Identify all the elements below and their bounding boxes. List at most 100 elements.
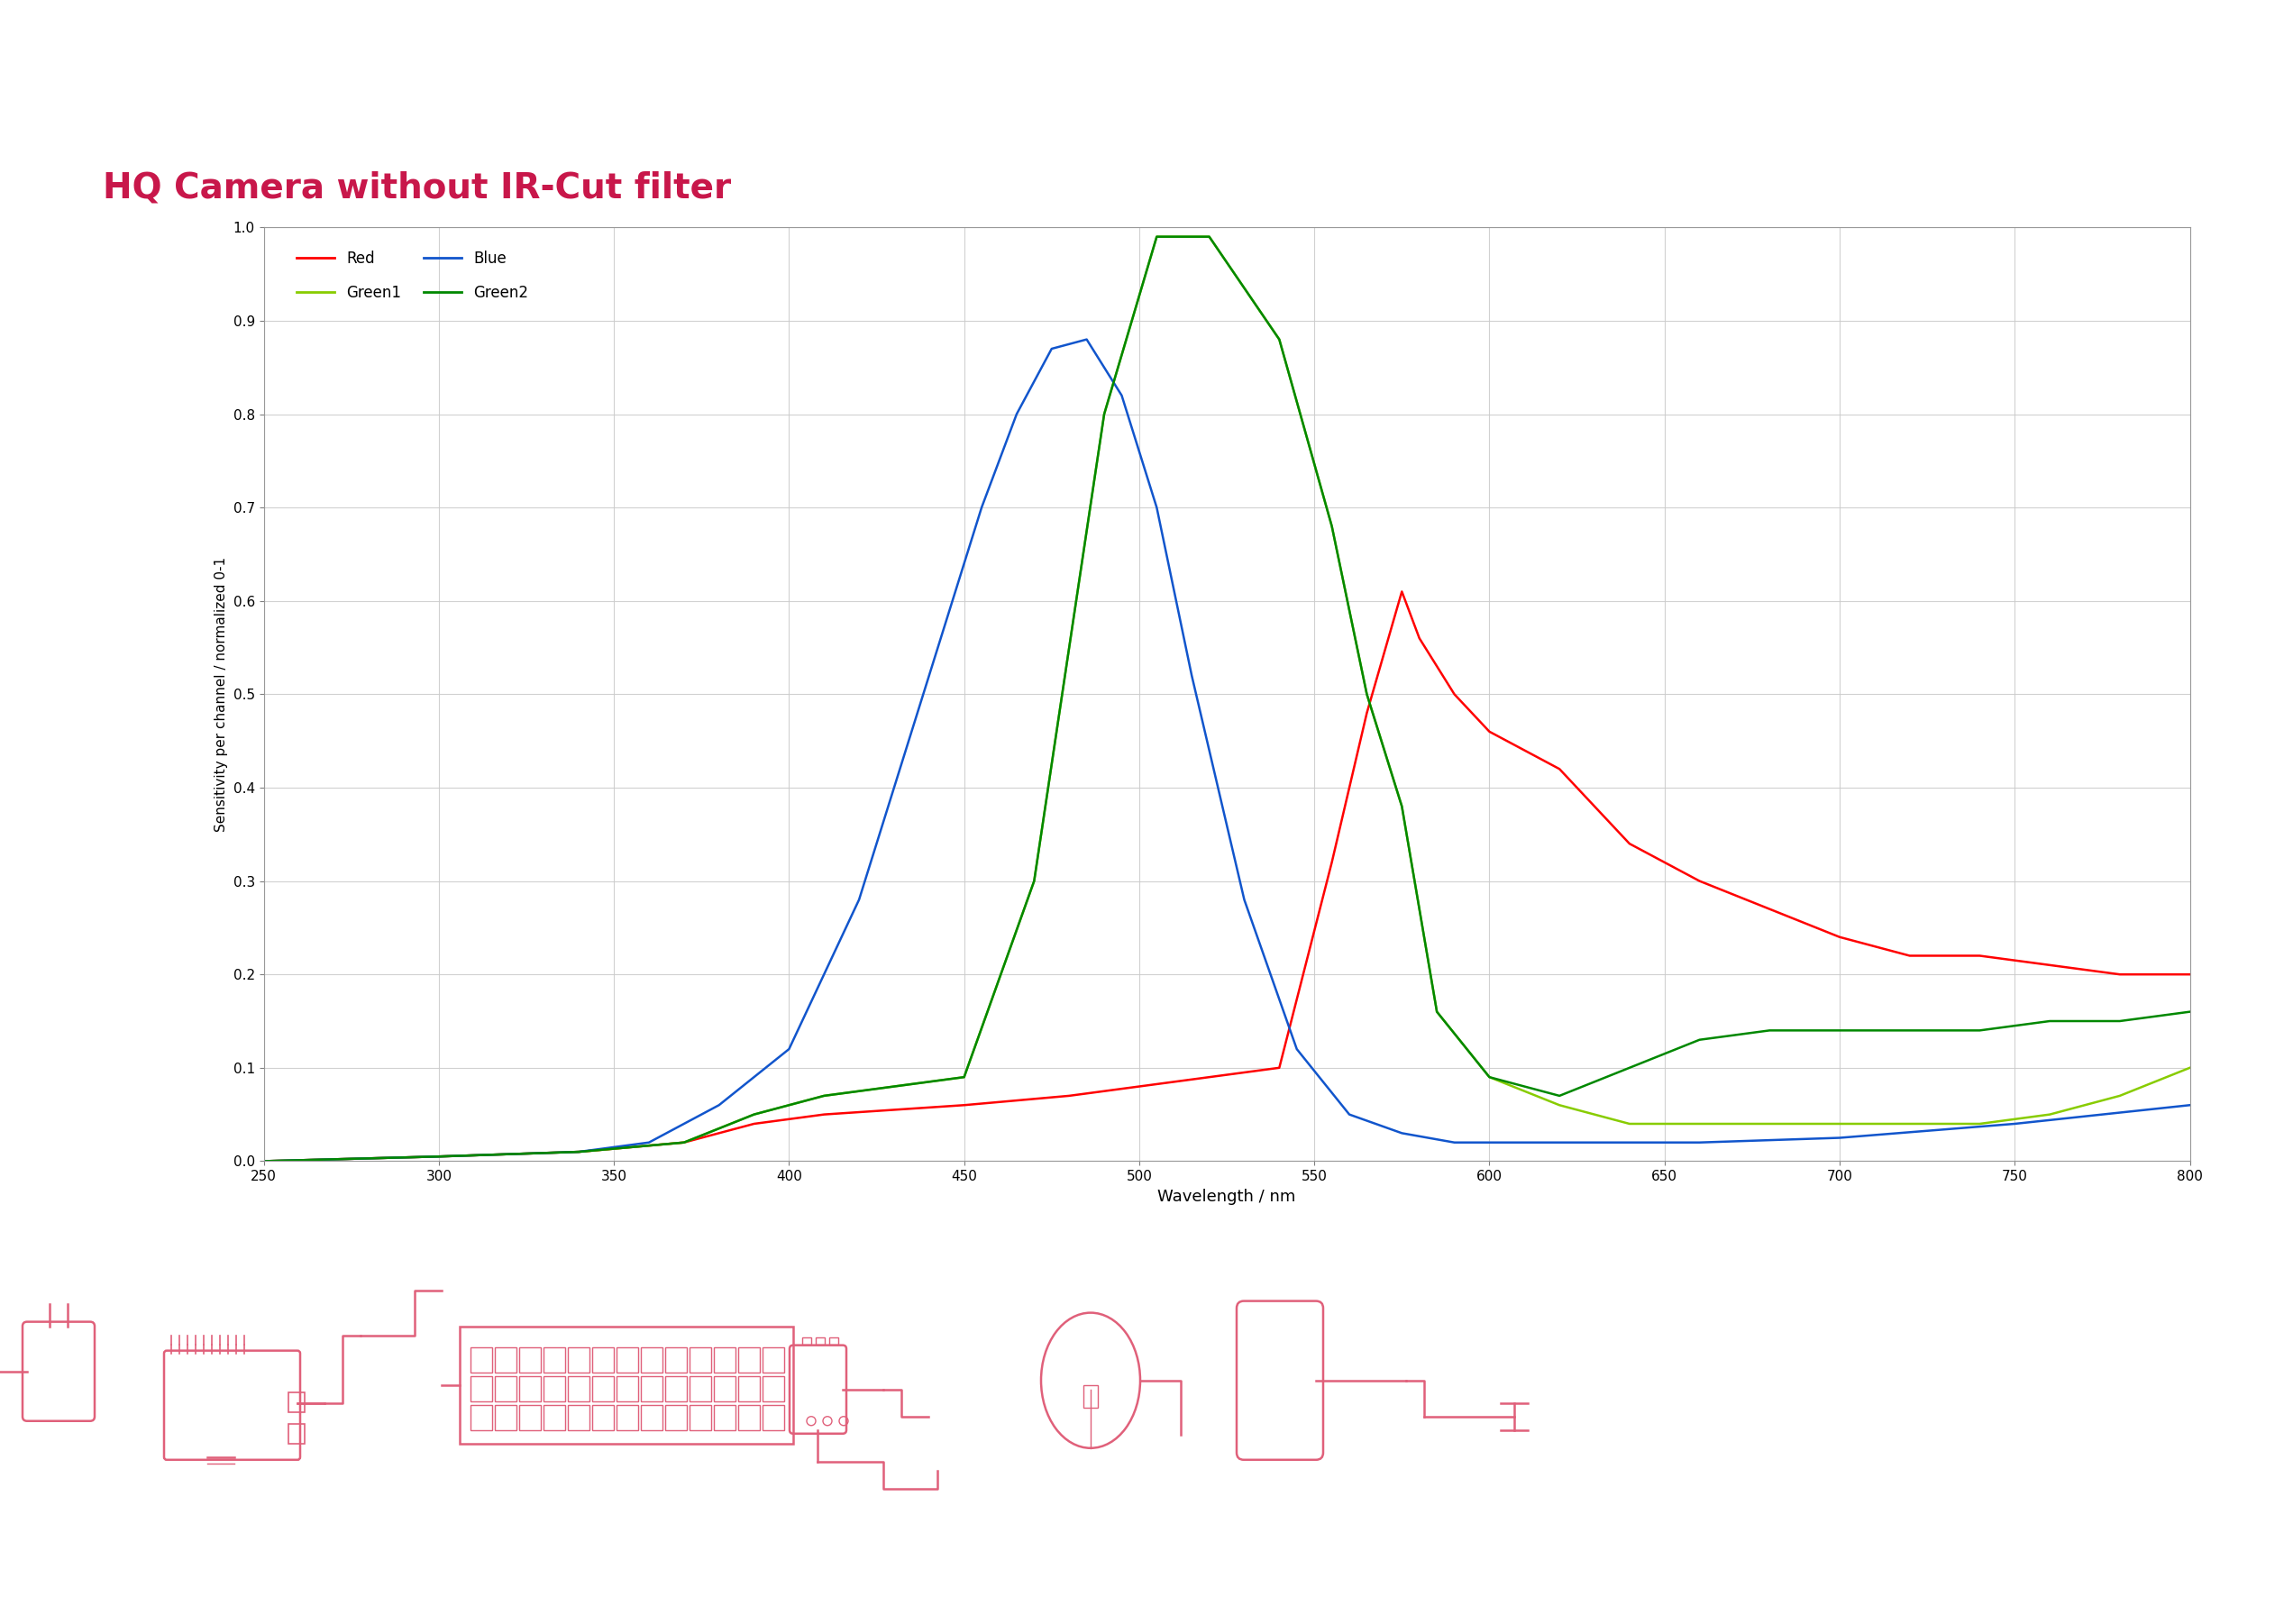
Red (1440, 685, 1468, 705)
Green1 (250, 1151, 277, 1171)
Bar (569, 1346, 589, 1372)
Green1 (1020, 870, 1048, 890)
Green2 (1896, 1021, 1924, 1041)
Green2 (2176, 1002, 2204, 1021)
Blue (1142, 499, 1169, 518)
Green2 (424, 1147, 452, 1166)
Line: Red: Red (264, 591, 2190, 1161)
Green1 (881, 1077, 908, 1096)
Green2 (1825, 1021, 1853, 1041)
Green1 (1685, 1114, 1713, 1134)
Bar (495, 1346, 516, 1372)
Green1 (1091, 404, 1119, 424)
Green1 (809, 1086, 837, 1106)
Green2 (2036, 1012, 2064, 1031)
Line: Blue: Blue (264, 339, 2190, 1161)
Green2 (1617, 1059, 1644, 1078)
Blue (915, 666, 942, 685)
Red (949, 1096, 977, 1116)
Bar (764, 1376, 784, 1402)
Bar (518, 1376, 541, 1402)
Green1 (2176, 1059, 2204, 1078)
Green2 (809, 1086, 837, 1106)
Bar (617, 1376, 637, 1402)
Bar (495, 1405, 516, 1431)
Red (1825, 927, 1853, 947)
Blue (1039, 339, 1066, 359)
Blue (564, 1142, 592, 1161)
Blue (1231, 890, 1259, 909)
Bar (640, 1346, 663, 1372)
Red (1896, 945, 1924, 965)
Green2 (1545, 1086, 1573, 1106)
Blue (424, 1147, 452, 1166)
Green1 (1424, 1002, 1451, 1021)
Blue (775, 1039, 803, 1059)
Bar (713, 1405, 736, 1431)
Bar (592, 1346, 615, 1372)
Red (809, 1104, 837, 1124)
Green1 (1825, 1114, 1853, 1134)
Green2 (670, 1134, 697, 1153)
Red (424, 1147, 452, 1166)
Red (1055, 1086, 1082, 1106)
Bar (569, 1376, 589, 1402)
Bar (543, 1346, 564, 1372)
Green2 (2105, 1012, 2132, 1031)
Green2 (949, 1067, 977, 1086)
Red (1685, 870, 1713, 890)
Red (1318, 853, 1346, 872)
Green1 (424, 1147, 452, 1166)
Green2 (564, 1142, 592, 1161)
Green2 (1685, 1030, 1713, 1049)
Blue (1002, 404, 1030, 424)
Green1 (1387, 797, 1415, 817)
Green1 (1353, 685, 1380, 705)
Blue (635, 1134, 663, 1153)
Green1 (1617, 1114, 1644, 1134)
Blue (1545, 1134, 1573, 1153)
Red (564, 1142, 592, 1161)
Bar (690, 1376, 711, 1402)
Bar (640, 1376, 663, 1402)
Green2 (1965, 1021, 1993, 1041)
Y-axis label: Sensitivity per channel / normalized 0-1: Sensitivity per channel / normalized 0-1 (216, 557, 227, 831)
Red (1353, 703, 1380, 723)
Bar (764, 1405, 784, 1431)
Green1 (2105, 1086, 2132, 1106)
Green2 (1756, 1021, 1784, 1041)
Bar (665, 1376, 688, 1402)
Bar (738, 1346, 759, 1372)
Blue (968, 499, 995, 518)
Bar (640, 1405, 663, 1431)
Blue (1685, 1134, 1713, 1153)
Bar (470, 1376, 493, 1402)
Green2 (1266, 330, 1293, 349)
Green1 (1545, 1096, 1573, 1116)
Green1 (949, 1067, 977, 1086)
Bar (543, 1405, 564, 1431)
Blue (1108, 387, 1135, 406)
Bar (816, 1337, 825, 1345)
Green1 (741, 1104, 768, 1124)
Bar (690, 1405, 711, 1431)
Green1 (1477, 1067, 1504, 1086)
Bar (518, 1405, 541, 1431)
Red (1387, 581, 1415, 601)
Red (1160, 1072, 1188, 1091)
Legend: Red, Green1, Blue, Green2: Red, Green1, Blue, Green2 (291, 244, 534, 307)
Red (1406, 628, 1433, 648)
Red (1617, 835, 1644, 854)
Red (250, 1151, 277, 1171)
Bar (617, 1405, 637, 1431)
Red (1545, 760, 1573, 780)
Blue (706, 1096, 734, 1116)
Blue (1440, 1134, 1468, 1153)
Red (670, 1134, 697, 1153)
Blue (1073, 330, 1101, 349)
Green2 (1091, 404, 1119, 424)
Bar (665, 1346, 688, 1372)
Green2 (881, 1077, 908, 1096)
Bar (289, 1424, 305, 1444)
Blue (1179, 666, 1206, 685)
